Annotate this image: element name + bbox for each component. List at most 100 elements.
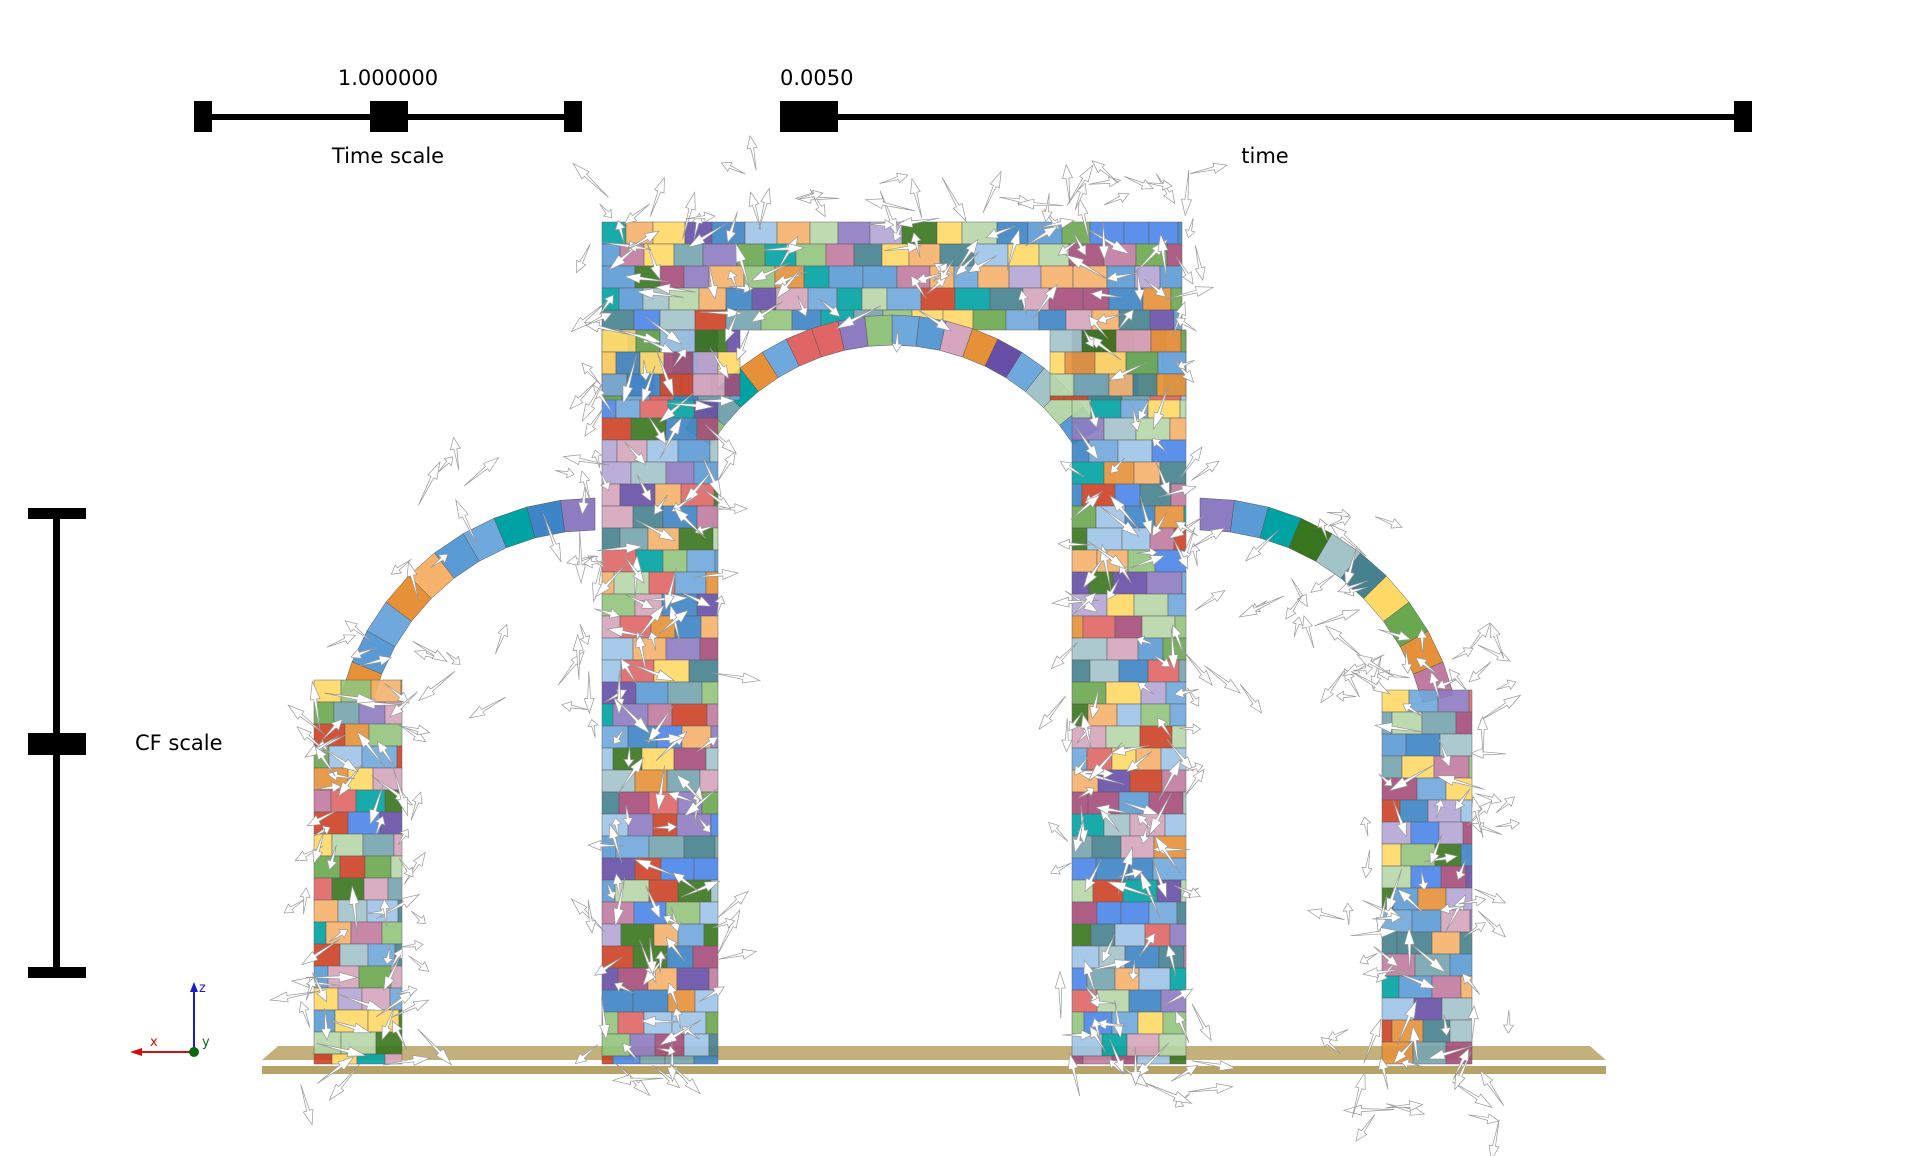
force-arrow (652, 821, 678, 833)
masonry-block (1105, 725, 1141, 749)
masonry-block (1114, 923, 1146, 947)
force-arrow (1475, 793, 1503, 805)
masonry-block (1128, 989, 1162, 1013)
masonry-block (836, 287, 863, 311)
force-arrow (955, 238, 979, 273)
force-arrow (704, 424, 737, 455)
force-arrow (818, 298, 841, 317)
force-arrow (692, 212, 704, 241)
cf-scale-handle[interactable] (28, 733, 86, 755)
force-arrow (1385, 868, 1403, 917)
force-arrow (1127, 960, 1140, 982)
force-arrow (1239, 683, 1263, 714)
force-arrow (572, 162, 609, 198)
masonry-block (659, 309, 696, 331)
masonry-block (861, 287, 888, 311)
masonry-block (1132, 373, 1158, 397)
force-arrow (1087, 540, 1127, 570)
force-arrow (314, 746, 336, 777)
force-arrow (1350, 927, 1399, 938)
time-handle[interactable] (780, 101, 838, 132)
force-arrow (324, 692, 377, 704)
masonry-block (331, 877, 365, 901)
force-arrow (1074, 755, 1090, 776)
force-arrow (1177, 359, 1195, 370)
force-arrow (727, 269, 738, 291)
force-arrow (1184, 762, 1204, 774)
force-arrow (1173, 885, 1202, 898)
force-arrow (641, 365, 656, 404)
masonry-block (601, 505, 634, 529)
force-arrow (1175, 256, 1194, 285)
masonry-block (807, 287, 838, 311)
force-arrow (1363, 1018, 1382, 1064)
force-arrow (455, 498, 479, 547)
force-arrow (1470, 822, 1502, 835)
masonry-block (1038, 309, 1067, 331)
time-scale-handle[interactable] (370, 101, 408, 132)
force-arrow (915, 308, 952, 332)
force-arrow (1361, 966, 1405, 978)
masonry-block (1465, 865, 1473, 889)
force-arrow (658, 392, 695, 424)
force-arrow (294, 845, 324, 862)
force-arrow (312, 828, 326, 865)
force-arrow (574, 1044, 599, 1065)
force-arrow (391, 1020, 408, 1050)
force-arrow (1137, 682, 1155, 696)
force-arrow (695, 395, 736, 407)
masonry-block (1141, 615, 1176, 639)
force-arrow (718, 948, 758, 960)
force-arrow (464, 456, 500, 487)
force-arrow (1048, 821, 1069, 842)
force-arrow (1400, 1058, 1421, 1070)
force-arrow (1463, 922, 1487, 937)
force-arrow (611, 1074, 664, 1086)
force-arrow (1146, 179, 1173, 191)
force-arrow (348, 884, 360, 938)
force-arrow (599, 997, 610, 1041)
force-arrow (599, 470, 611, 491)
force-arrow (608, 823, 623, 863)
force-arrow (682, 191, 696, 240)
force-arrow (772, 271, 808, 286)
force-arrow (315, 781, 342, 794)
force-arrow (1317, 518, 1328, 541)
cf-scale-widget[interactable]: CF scale (28, 508, 223, 978)
force-arrow (891, 328, 903, 353)
force-arrow (1435, 775, 1485, 790)
force-arrow (633, 859, 678, 877)
force-arrow (398, 858, 414, 878)
force-arrow (1119, 800, 1160, 815)
force-arrow (1335, 690, 1357, 702)
force-arrow (1470, 747, 1506, 759)
masonry-block (1171, 725, 1187, 749)
force-arrow (1343, 668, 1360, 698)
force-arrow (321, 718, 343, 741)
force-arrow (287, 704, 325, 735)
force-arrow (659, 416, 683, 460)
time-widget[interactable]: 0.0050 time (780, 66, 1752, 168)
masonry-block (1087, 395, 1123, 401)
force-arrow (613, 877, 626, 928)
force-arrow (384, 683, 410, 704)
force-arrow (1090, 289, 1122, 301)
force-arrow (1352, 663, 1374, 675)
force-arrow (313, 825, 331, 837)
force-arrow (1109, 494, 1141, 532)
masonry-block (601, 703, 614, 727)
force-arrow (317, 1056, 355, 1084)
time-scale-widget[interactable]: 1.000000 Time scale (194, 66, 582, 168)
masonry-block (706, 703, 719, 727)
force-arrow (1104, 192, 1130, 206)
force-arrow (575, 530, 587, 585)
force-arrow (835, 305, 882, 330)
force-arrow (1068, 711, 1083, 732)
masonry-block (677, 439, 711, 463)
masonry-block (601, 769, 636, 793)
masonry-block (313, 855, 341, 879)
force-arrow (700, 487, 732, 510)
force-arrow (1320, 1037, 1341, 1055)
masonry-block (1405, 733, 1441, 757)
masonry-block (1148, 901, 1178, 925)
